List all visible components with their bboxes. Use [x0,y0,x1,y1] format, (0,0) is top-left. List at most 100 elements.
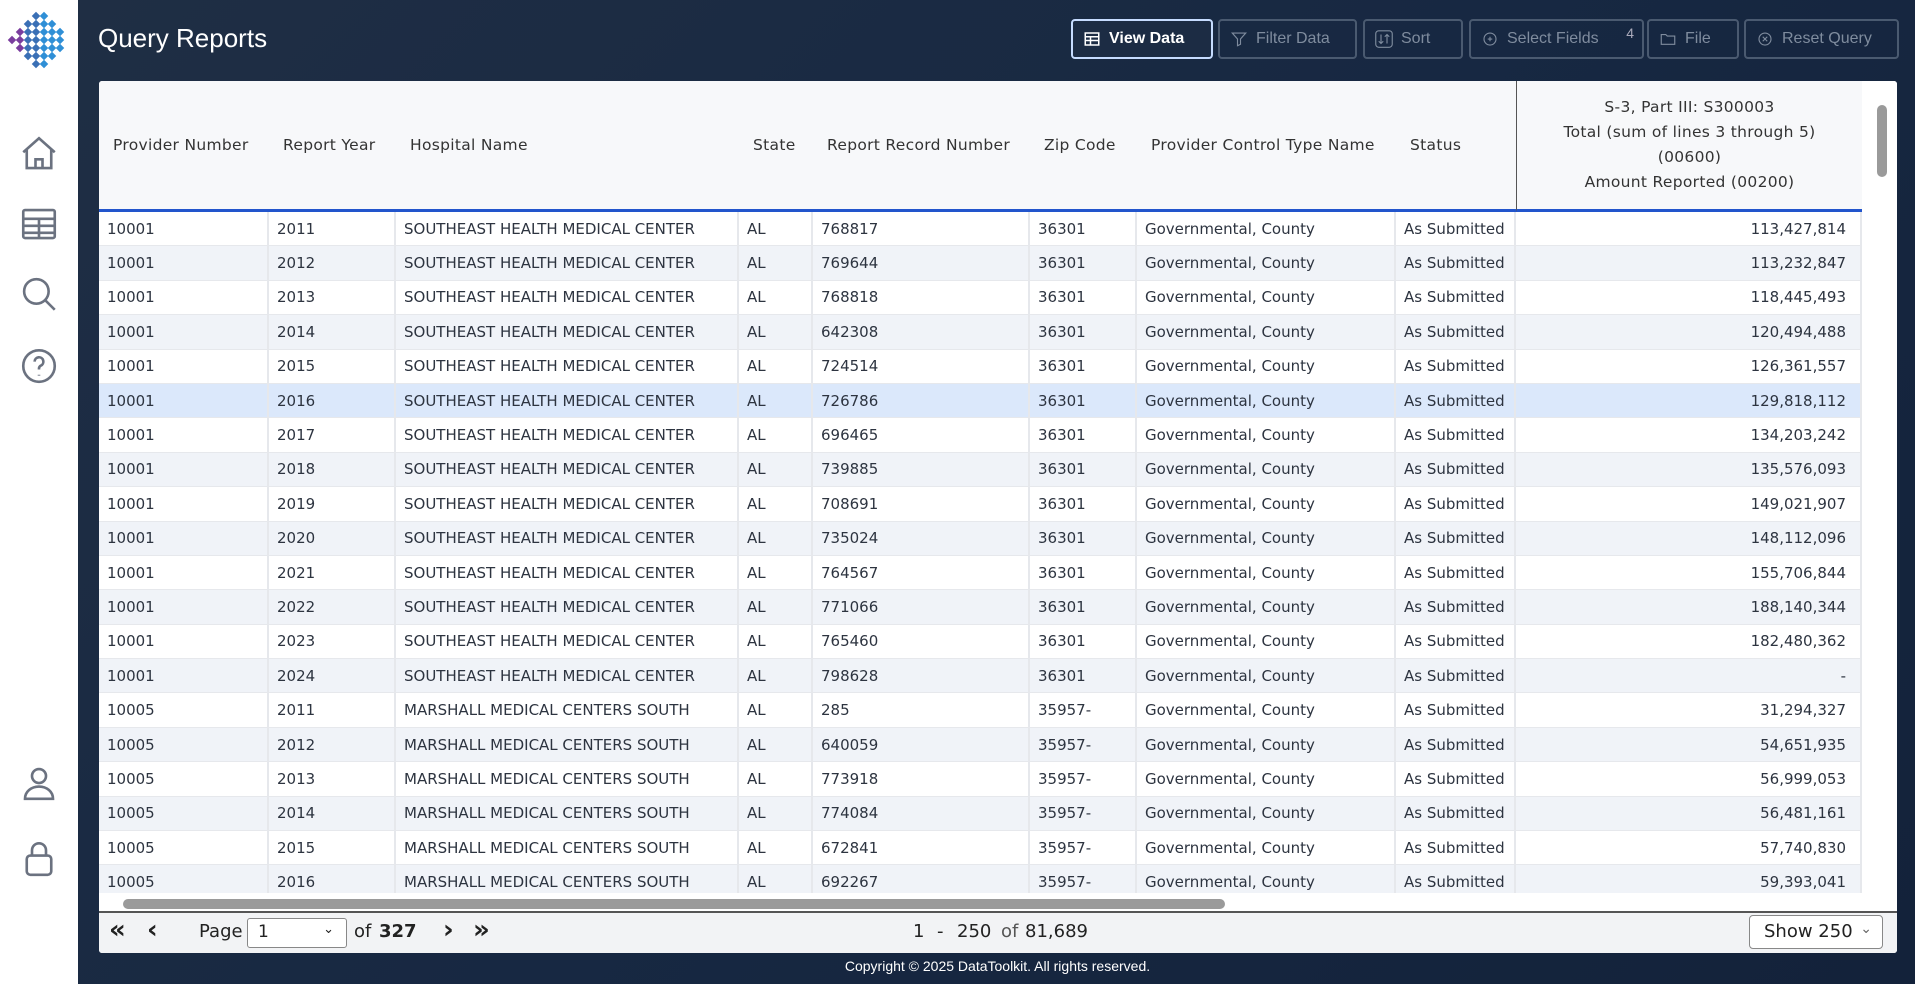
page-select[interactable]: 1 ⌄ [247,918,347,948]
file-button[interactable]: File [1647,19,1739,59]
table-cell: 59,393,041 [1516,865,1862,893]
table-cell: 10001 [99,212,269,247]
table-cell: 10005 [99,762,269,797]
view-data-button[interactable]: View Data [1071,19,1213,59]
help-icon[interactable] [18,345,60,387]
table-icon [1084,32,1100,46]
column-header[interactable]: State [739,81,813,212]
table-cell: 10001 [99,246,269,281]
total-pages: 327 [379,921,417,942]
table-cell: 2020 [269,521,396,556]
table-row[interactable]: 10005 2016 MARSHALL MEDICAL CENTERS SOUTH A… [99,865,1862,893]
filter-data-button[interactable]: Filter Data [1218,19,1357,59]
table-row[interactable]: 10001 2015 SOUTHEAST HEALTH MEDICAL CENTER… [99,349,1862,384]
column-header[interactable]: Provider Number [99,81,269,212]
table-row[interactable]: 10001 2013 SOUTHEAST HEALTH MEDICAL CENTER… [99,280,1862,316]
table-row[interactable]: 10001 2023 SOUTHEAST HEALTH MEDICAL CENTER… [99,624,1862,660]
sort-icon [1375,30,1393,48]
table-row[interactable]: 10001 2012 SOUTHEAST HEALTH MEDICAL CENTER… [99,246,1862,281]
table-cell: As Submitted [1396,555,1516,591]
amount-header-line: S-3, Part III: S300003 [1604,98,1775,116]
horizontal-scroll-thumb[interactable] [123,899,1225,909]
column-header-amount[interactable]: S-3, Part III: S300003 Total (sum of line… [1516,81,1862,212]
table-row[interactable]: 10005 2014 MARSHALL MEDICAL CENTERS SOUTH A… [99,796,1862,832]
first-page-button[interactable]: « [109,915,126,945]
table-cell: Governmental, County [1137,212,1396,247]
table-row[interactable]: 10001 2024 SOUTHEAST HEALTH MEDICAL CENTER… [99,659,1862,694]
table-row[interactable]: 10001 2011 SOUTHEAST HEALTH MEDICAL CENTER… [99,212,1862,247]
user-icon[interactable] [18,762,60,804]
select-fields-button[interactable]: Select Fields 4 [1469,19,1644,59]
table-cell: As Submitted [1396,624,1516,660]
total-records: 81,689 [1025,921,1088,942]
table-row[interactable]: 10001 2021 SOUTHEAST HEALTH MEDICAL CENTER… [99,555,1862,591]
sidebar [0,0,78,984]
vertical-scrollbar[interactable] [1865,81,1897,893]
table-cell: AL [739,727,813,763]
table-icon[interactable] [18,203,60,245]
column-header[interactable]: Status [1396,81,1516,212]
table-row[interactable]: 10001 2018 SOUTHEAST HEALTH MEDICAL CENTER… [99,452,1862,488]
column-header[interactable]: Zip Code [1030,81,1137,212]
table-cell: 2012 [269,727,396,763]
table-cell: 10001 [99,624,269,660]
page-label: Page [199,921,243,942]
table-cell: 10001 [99,452,269,488]
table-cell: 2011 [269,693,396,728]
reset-query-button[interactable]: Reset Query [1744,19,1899,59]
table-cell: SOUTHEAST HEALTH MEDICAL CENTER [396,315,739,350]
table-cell: SOUTHEAST HEALTH MEDICAL CENTER [396,659,739,694]
table-row[interactable]: 10005 2011 MARSHALL MEDICAL CENTERS SOUTH A… [99,693,1862,728]
table-cell: Governmental, County [1137,487,1396,522]
table-cell: 2019 [269,487,396,522]
column-header[interactable]: Hospital Name [396,81,739,212]
table-cell: Governmental, County [1137,659,1396,694]
table-cell: Governmental, County [1137,555,1396,591]
table-cell: 36301 [1030,624,1137,660]
home-icon[interactable] [18,133,60,175]
search-icon[interactable] [18,273,60,315]
table-cell: 56,999,053 [1516,762,1862,797]
table-cell: As Submitted [1396,693,1516,728]
prev-page-button[interactable]: ‹ [147,915,158,945]
table-cell: 36301 [1030,418,1137,453]
table-cell: As Submitted [1396,659,1516,694]
range-end: 250 [957,921,992,942]
table-cell: MARSHALL MEDICAL CENTERS SOUTH [396,865,739,893]
table-cell: MARSHALL MEDICAL CENTERS SOUTH [396,831,739,866]
table-cell: AL [739,487,813,522]
next-page-button[interactable]: › [443,915,454,945]
table-cell: SOUTHEAST HEALTH MEDICAL CENTER [396,349,739,384]
table-row[interactable]: 10001 2014 SOUTHEAST HEALTH MEDICAL CENTER… [99,315,1862,350]
column-header[interactable]: Report Record Number [813,81,1030,212]
table-row[interactable]: 10005 2015 MARSHALL MEDICAL CENTERS SOUTH A… [99,831,1862,866]
table-cell: As Submitted [1396,796,1516,832]
table-row[interactable]: 10005 2013 MARSHALL MEDICAL CENTERS SOUTH A… [99,762,1862,797]
table-cell: Governmental, County [1137,831,1396,866]
table-cell: 2022 [269,590,396,625]
column-header[interactable]: Provider Control Type Name [1137,81,1396,212]
table-row[interactable]: 10001 2017 SOUTHEAST HEALTH MEDICAL CENTER… [99,418,1862,453]
page-size-select[interactable]: Show 250 ⌄ [1749,915,1883,949]
last-page-button[interactable]: » [473,915,490,945]
table-cell: AL [739,693,813,728]
table-row[interactable]: 10001 2019 SOUTHEAST HEALTH MEDICAL CENTER… [99,487,1862,522]
table-cell: AL [739,762,813,797]
column-header[interactable]: Report Year [269,81,396,212]
lock-icon[interactable] [18,838,60,880]
table-cell: 35957- [1030,796,1137,832]
table-cell: AL [739,418,813,453]
table-row[interactable]: 10001 2020 SOUTHEAST HEALTH MEDICAL CENTER… [99,521,1862,556]
sort-button[interactable]: Sort [1363,19,1463,59]
vertical-scroll-thumb[interactable] [1877,105,1887,177]
table-row[interactable]: 10001 2022 SOUTHEAST HEALTH MEDICAL CENTER… [99,590,1862,625]
table-row[interactable]: 10001 2016 SOUTHEAST HEALTH MEDICAL CENTER… [99,383,1862,419]
data-table-container: Provider Number Report Year Hospital Name S… [99,81,1865,893]
table-cell: 764567 [813,555,1030,591]
horizontal-scrollbar[interactable] [99,893,1897,913]
table-row[interactable]: 10005 2012 MARSHALL MEDICAL CENTERS SOUTH A… [99,727,1862,763]
table-cell: AL [739,831,813,866]
table-cell: SOUTHEAST HEALTH MEDICAL CENTER [396,246,739,281]
table-cell: AL [739,796,813,832]
table-cell: 726786 [813,383,1030,419]
